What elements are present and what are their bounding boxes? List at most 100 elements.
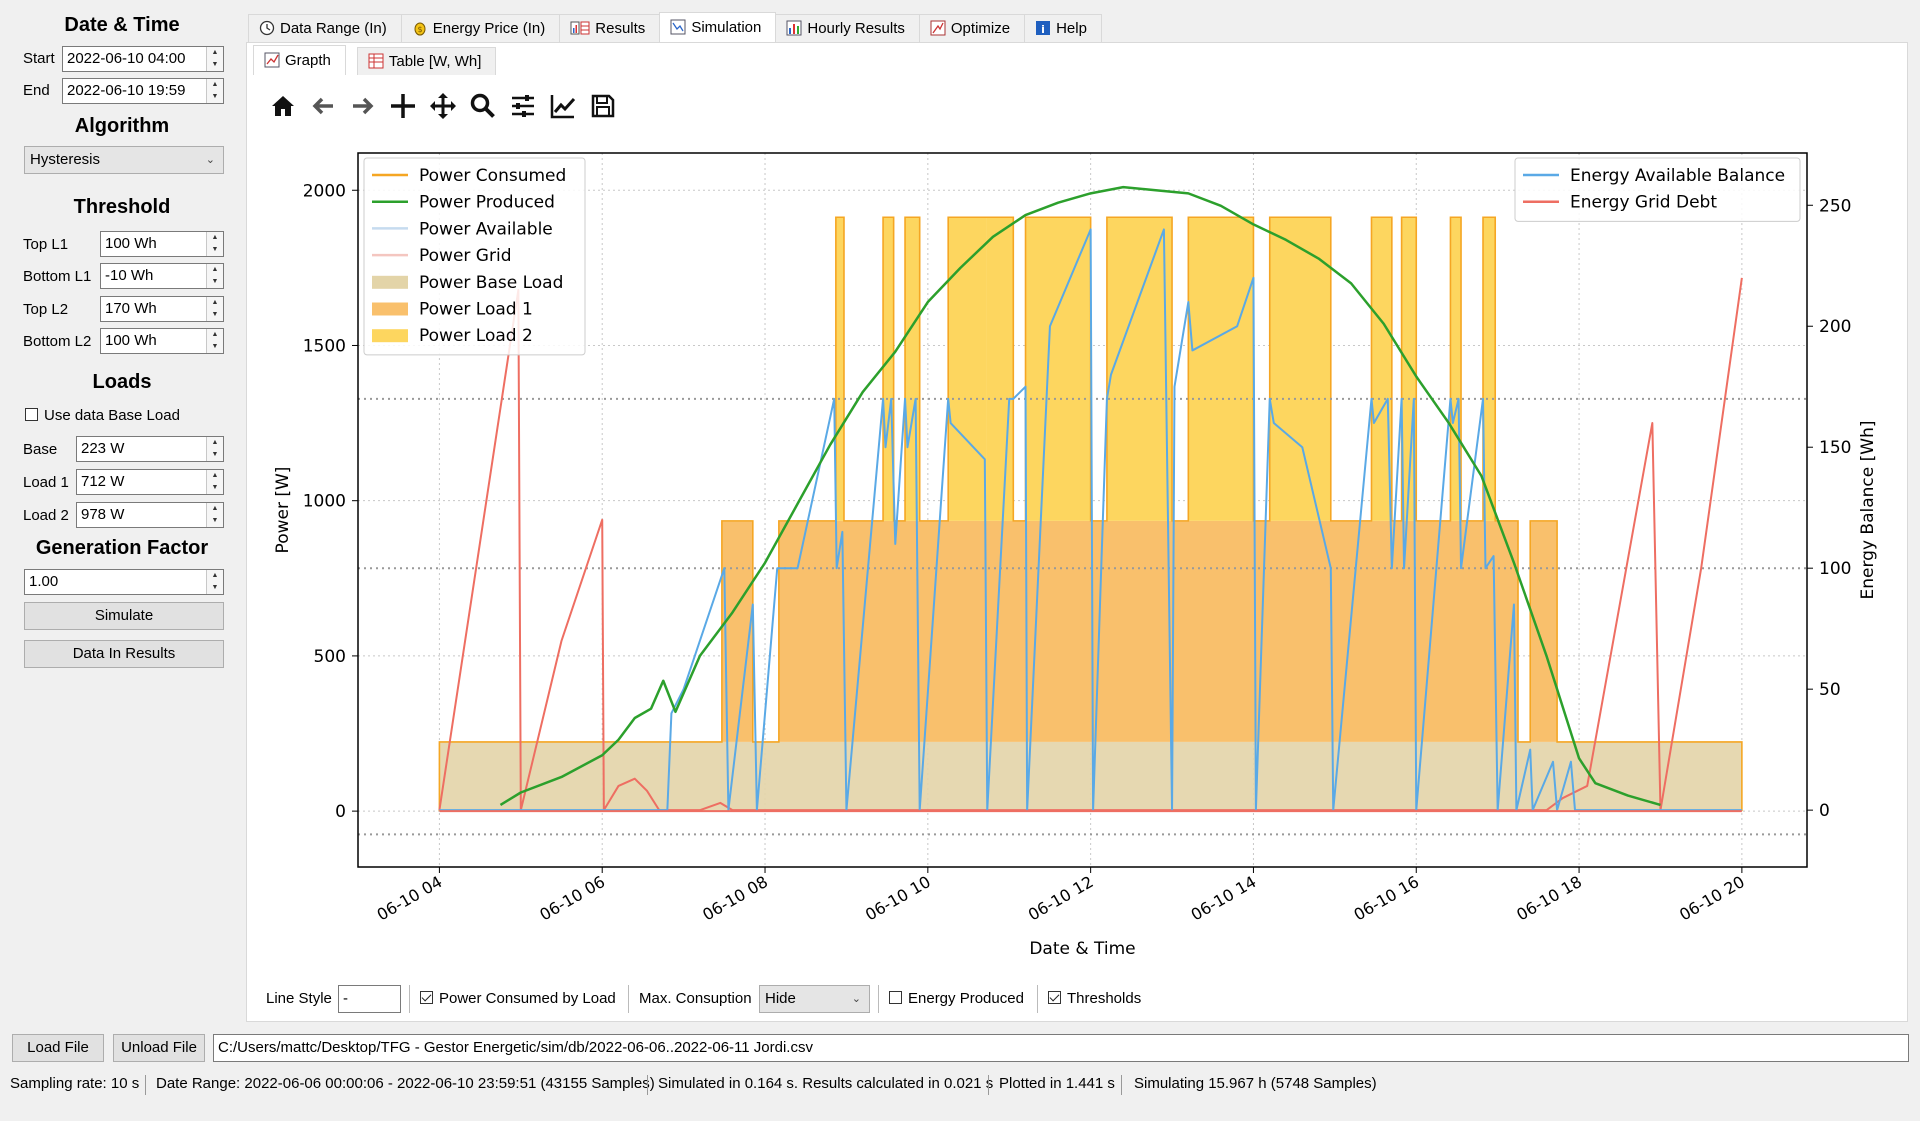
tab-results[interactable]: Results xyxy=(559,14,661,42)
status-date-range: Date Range: 2022-06-06 00:00:06 - 2022-0… xyxy=(156,1075,655,1092)
status-simulating: Simulating 15.967 h (5748 Samples) xyxy=(1134,1075,1377,1092)
save-button[interactable] xyxy=(583,86,623,126)
energy-produced-label: Energy Produced xyxy=(908,990,1024,1007)
generation-factor-title: Generation Factor xyxy=(35,537,209,559)
chevron-down-icon: ⌄ xyxy=(851,993,861,1005)
tab-optimize[interactable]: Optimize xyxy=(918,14,1026,42)
start-datetime-input[interactable]: 2022-06-10 04:00 ▲ ▼ xyxy=(62,46,224,72)
loads-title: Loads xyxy=(92,371,152,393)
top-l2-spin-arrows[interactable]: ▲ ▼ xyxy=(206,297,223,321)
end-spin-arrows[interactable]: ▲ ▼ xyxy=(206,79,223,103)
simulation-tab-content xyxy=(246,42,1908,1022)
start-spin-arrows[interactable]: ▲ ▼ xyxy=(206,47,223,71)
tab-help[interactable]: i Help xyxy=(1024,14,1102,42)
line-style-label: Line Style xyxy=(266,990,332,1007)
thresholds-label: Thresholds xyxy=(1067,990,1142,1007)
max-consumption-label: Max. Consuption xyxy=(639,990,752,1007)
line-style-input[interactable]: - xyxy=(338,985,401,1013)
separator xyxy=(988,1075,989,1095)
forward-button[interactable] xyxy=(343,86,383,126)
graph-icon xyxy=(264,52,280,68)
configure-subplots-button[interactable] xyxy=(503,86,543,126)
separator xyxy=(878,985,879,1013)
algorithm-title: Algorithm xyxy=(74,115,170,137)
move-button[interactable] xyxy=(423,86,463,126)
home-button[interactable] xyxy=(263,86,303,126)
load1-spin-arrows[interactable]: ▲ ▼ xyxy=(206,470,223,494)
end-datetime-input[interactable]: 2022-06-10 19:59 ▲ ▼ xyxy=(62,78,224,104)
data-in-results-button[interactable]: Data In Results xyxy=(24,640,224,668)
optimize-icon xyxy=(930,20,946,36)
power-consumed-by-load-checkbox[interactable]: Power Consumed by Load xyxy=(420,985,616,1013)
status-bar: Sampling rate: 10 s Date Range: 2022-06-… xyxy=(0,1070,1920,1100)
tab-label: Data Range (In) xyxy=(280,20,387,37)
base-load-input[interactable]: 223 W ▲ ▼ xyxy=(76,436,224,462)
tab-energy-price[interactable]: $ Energy Price (In) xyxy=(400,14,561,42)
generation-spin-arrows[interactable]: ▲ ▼ xyxy=(206,570,223,594)
power-consumed-by-load-label: Power Consumed by Load xyxy=(439,990,616,1007)
load2-spin-arrows[interactable]: ▲ ▼ xyxy=(206,503,223,527)
unload-file-button[interactable]: Unload File xyxy=(113,1034,205,1062)
file-path-field[interactable]: C:/Users/mattc/Desktop/TFG - Gestor Ener… xyxy=(213,1034,1909,1062)
use-data-base-load-label: Use data Base Load xyxy=(44,407,180,424)
energy-produced-checkbox[interactable]: Energy Produced xyxy=(889,985,1024,1013)
separator xyxy=(647,1075,648,1095)
bottom-l1-input[interactable]: -10 Wh ▲ ▼ xyxy=(100,263,224,289)
clock-icon xyxy=(259,20,275,36)
tab-simulation[interactable]: Simulation xyxy=(659,12,777,42)
top-l1-value: 100 Wh xyxy=(105,235,157,252)
checkbox-box[interactable] xyxy=(1048,991,1061,1004)
algorithm-select[interactable]: Hysteresis ⌄ xyxy=(24,146,224,174)
checkbox-box[interactable] xyxy=(420,991,433,1004)
home-icon xyxy=(272,96,294,116)
tab-label: Table [W, Wh] xyxy=(388,53,482,70)
tab-hourly-results[interactable]: Hourly Results xyxy=(775,14,920,42)
tab-graph[interactable]: Grapth xyxy=(253,45,346,75)
status-simulated: Simulated in 0.164 s. Results calculated… xyxy=(658,1075,994,1092)
base-spin-arrows[interactable]: ▲ ▼ xyxy=(206,437,223,461)
plot-toolbar xyxy=(263,86,623,126)
separator xyxy=(1037,985,1038,1013)
main-tab-bar: Data Range (In) $ Energy Price (In) Resul… xyxy=(248,12,1102,42)
generation-factor-input[interactable]: 1.00 ▲ ▼ xyxy=(24,569,224,595)
top-l2-input[interactable]: 170 Wh ▲ ▼ xyxy=(100,296,224,322)
bottom-l1-spin-arrows[interactable]: ▲ ▼ xyxy=(206,264,223,288)
top-l1-input[interactable]: 100 Wh ▲ ▼ xyxy=(100,231,224,257)
base-label: Base xyxy=(23,441,58,458)
tab-data-range[interactable]: Data Range (In) xyxy=(248,14,402,42)
pan-button[interactable] xyxy=(383,86,423,126)
use-data-base-load-checkbox[interactable]: Use data Base Load xyxy=(25,407,180,424)
separator xyxy=(409,985,410,1013)
load2-label: Load 2 xyxy=(23,507,69,524)
top-l1-spin-arrows[interactable]: ▲ ▼ xyxy=(206,232,223,256)
settings-panel: Date & Time Start 2022-06-10 04:00 ▲ ▼ En… xyxy=(0,0,244,1030)
load2-value: 978 W xyxy=(81,506,125,523)
load2-input[interactable]: 978 W ▲ ▼ xyxy=(76,502,224,528)
zoom-button[interactable] xyxy=(463,86,503,126)
top-l2-label: Top L2 xyxy=(23,301,69,318)
bottom-l2-spin-arrows[interactable]: ▲ ▼ xyxy=(206,329,223,353)
status-sampling-rate: Sampling rate: 10 s xyxy=(10,1075,140,1092)
edit-axis-icon xyxy=(550,95,576,119)
chevron-down-icon: ⌄ xyxy=(205,154,215,166)
thresholds-checkbox[interactable]: Thresholds xyxy=(1048,985,1141,1013)
checkbox-box[interactable] xyxy=(25,408,38,421)
tab-table[interactable]: Table [W, Wh] xyxy=(356,47,497,75)
tab-label: Help xyxy=(1056,20,1087,37)
simulate-button[interactable]: Simulate xyxy=(24,602,224,630)
max-consumption-value: Hide xyxy=(765,990,796,1007)
bottom-l2-input[interactable]: 100 Wh ▲ ▼ xyxy=(100,328,224,354)
max-consumption-select[interactable]: Hide ⌄ xyxy=(759,985,870,1013)
edit-axis-button[interactable] xyxy=(543,86,583,126)
bottom-l1-value: -10 Wh xyxy=(105,267,154,284)
tab-label: Grapth xyxy=(285,52,331,69)
algorithm-value: Hysteresis xyxy=(30,151,101,168)
status-plotted: Plotted in 1.441 s xyxy=(999,1075,1115,1092)
load1-input[interactable]: 712 W ▲ ▼ xyxy=(76,469,224,495)
bottom-l2-value: 100 Wh xyxy=(105,332,157,349)
bar-chart-icon xyxy=(786,20,802,36)
load-file-button[interactable]: Load File xyxy=(12,1034,104,1062)
checkbox-box[interactable] xyxy=(889,991,902,1004)
top-l1-label: Top L1 xyxy=(23,236,69,253)
back-button[interactable] xyxy=(303,86,343,126)
